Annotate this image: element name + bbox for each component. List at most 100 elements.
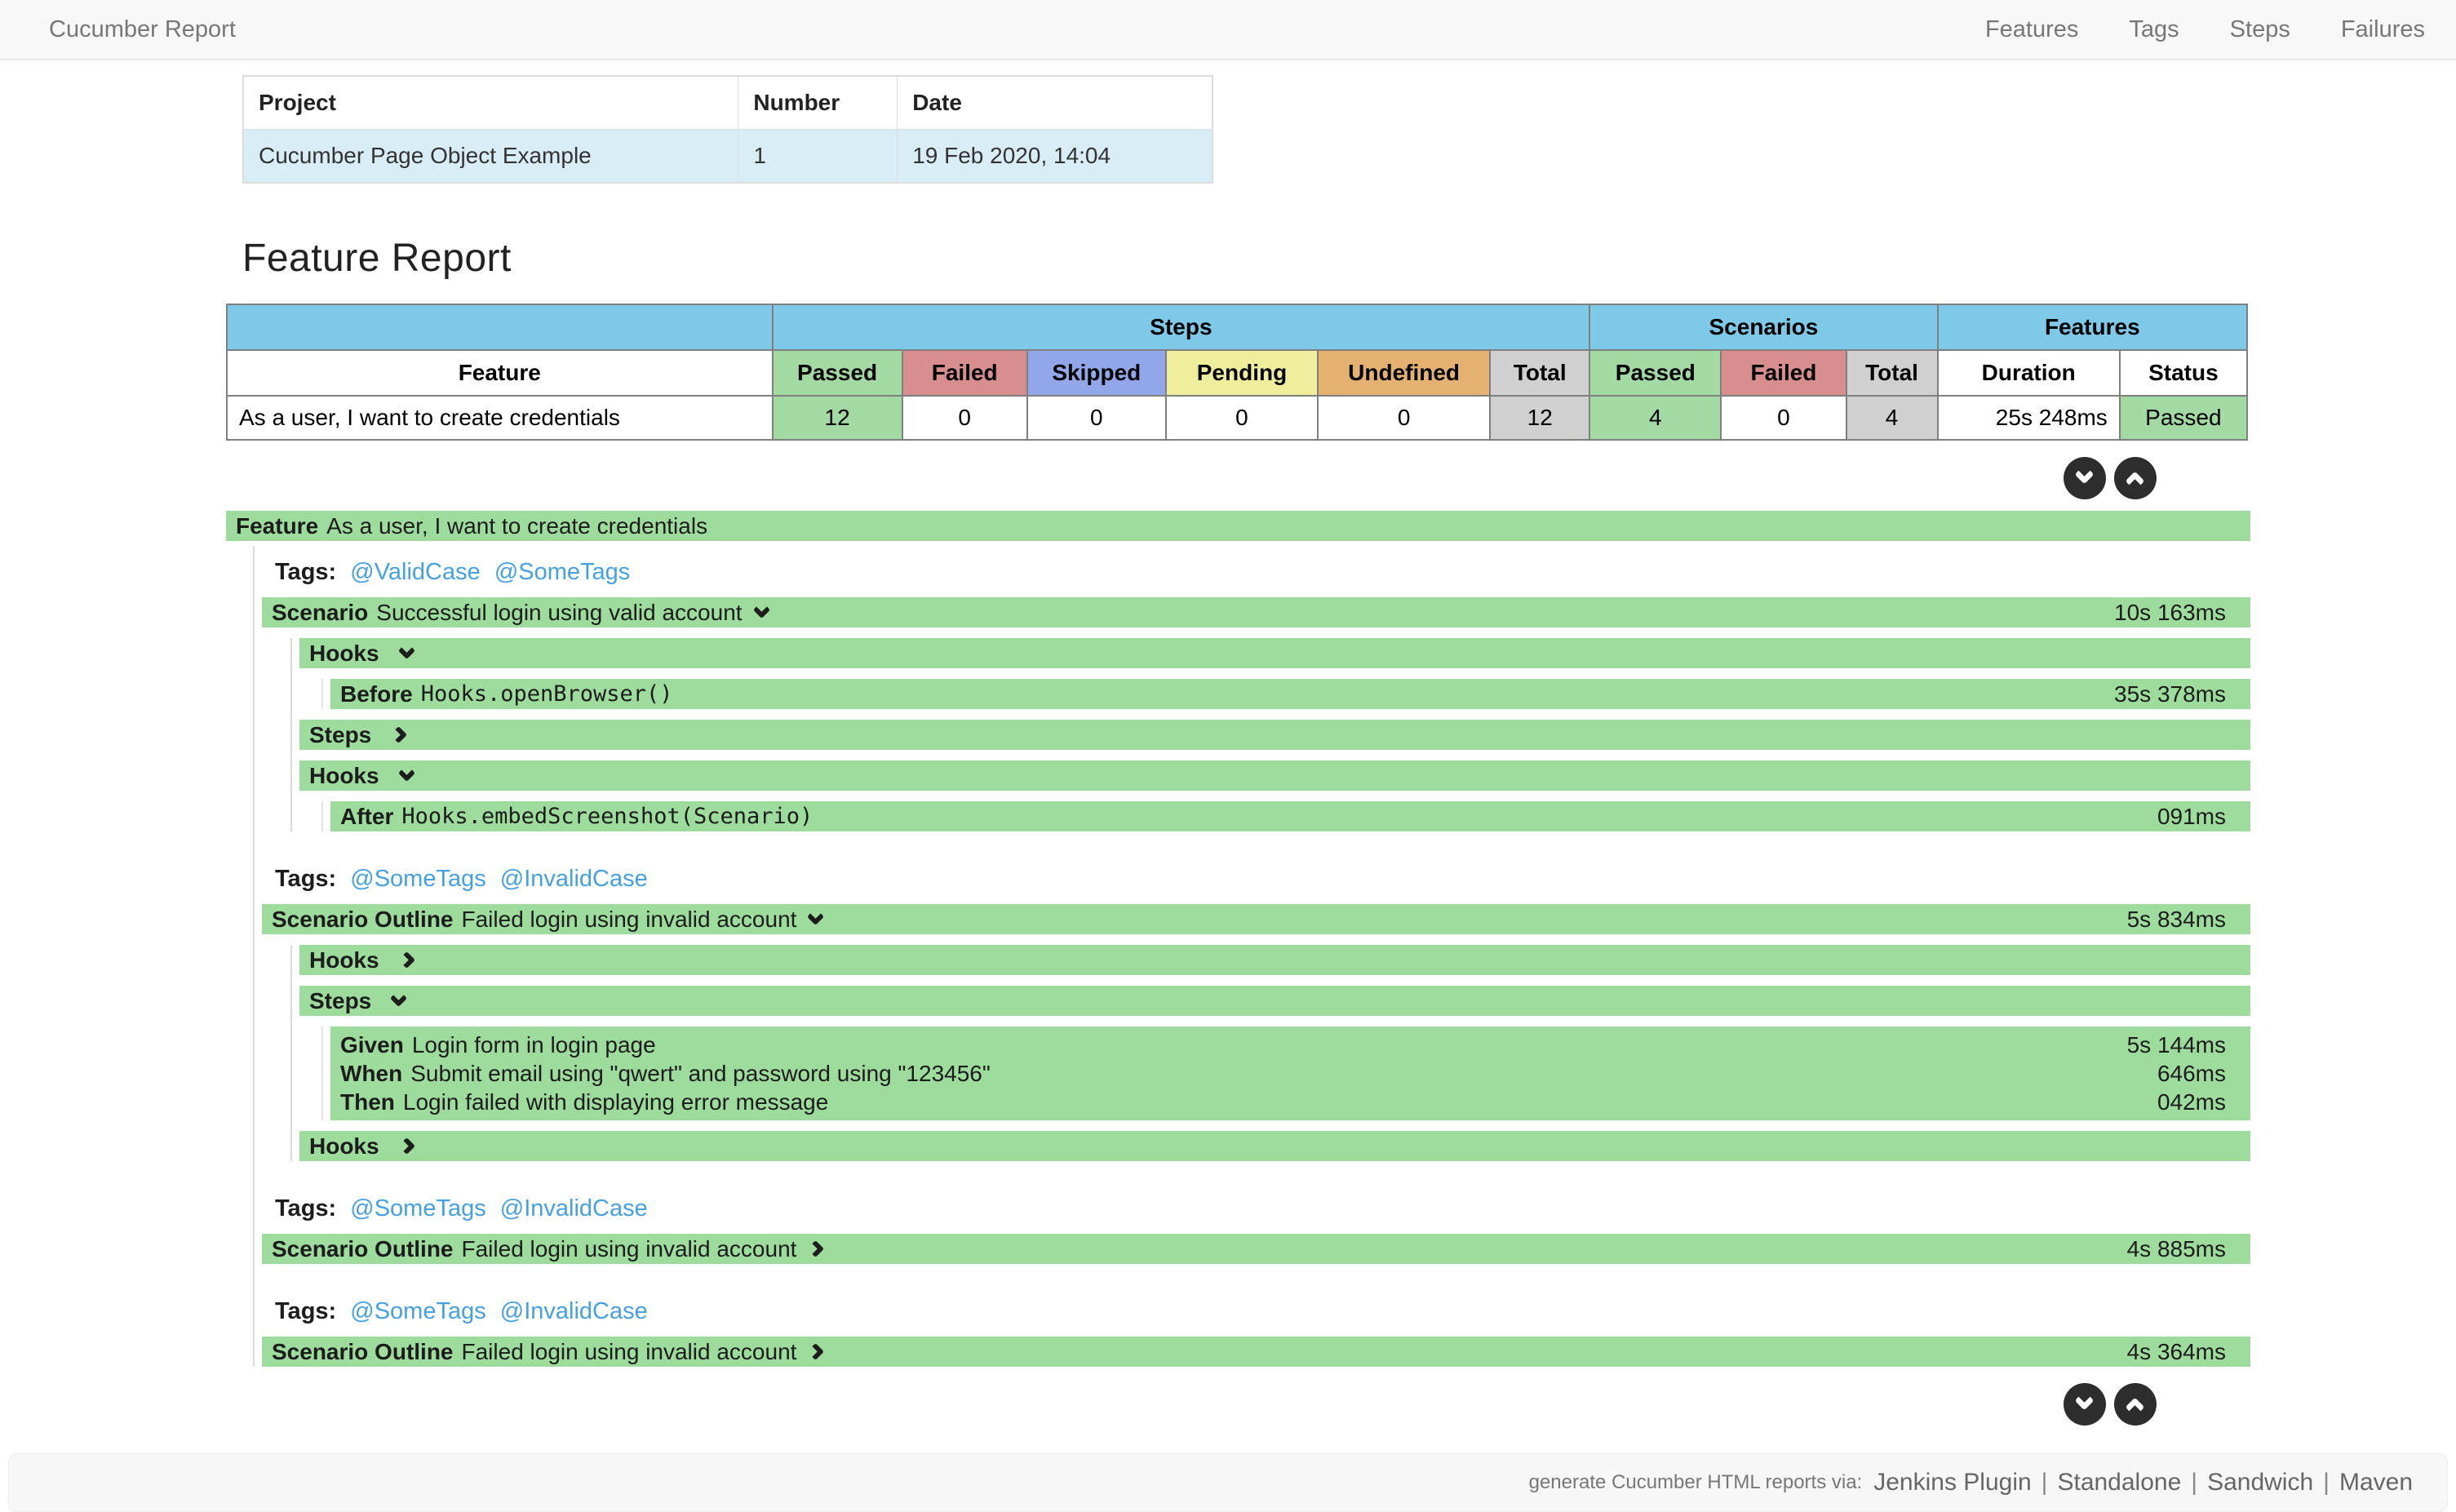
scenario-bar[interactable]: Scenario Outline Failed login using inva… [262, 1234, 2250, 1264]
summary-col-steps-pending: Pending [1164, 349, 1319, 397]
hook-keyword: After [340, 803, 394, 829]
tag-link[interactable]: @SomeTags [350, 1298, 486, 1324]
scenario-bar[interactable]: Scenario Successful login using valid ac… [262, 597, 2250, 627]
scenario-duration: 10s 163ms [2114, 599, 2226, 625]
summary-col-steps-failed: Failed [901, 349, 1028, 397]
summary-status-value: Passed [2118, 395, 2249, 441]
tags-label: Tags: [275, 1298, 337, 1324]
summary-scenarios-total-value: 4 [1845, 395, 1939, 441]
step-row: Given Login form in login page 5s 144ms [330, 1031, 2226, 1059]
hooks-bar[interactable]: Hooks [299, 638, 2250, 668]
tag-link[interactable]: @InvalidCase [499, 1298, 648, 1324]
tag-link[interactable]: @InvalidCase [499, 866, 648, 892]
chevron-down-icon [397, 641, 415, 660]
scenario-bar[interactable]: Scenario Outline Failed login using inva… [262, 904, 2250, 934]
circle-chevron-up-icon [2125, 471, 2145, 491]
summary-steps-skipped-value: 0 [1026, 395, 1167, 441]
step-text: Login failed with displaying error messa… [402, 1089, 829, 1115]
chevron-down-icon [390, 989, 408, 1008]
scenario-name: Failed login using invalid account [461, 906, 797, 932]
footer-link-jenkins[interactable]: Jenkins Plugin [1873, 1469, 2032, 1496]
step-row: When Submit email using "qwert" and pass… [330, 1059, 2226, 1088]
project-table-header-date: Date [897, 75, 1213, 130]
tags-row: Tags: @SomeTags @InvalidCase [262, 1285, 2250, 1337]
chevron-right-icon [390, 725, 408, 744]
step-keyword: Then [340, 1089, 395, 1115]
feature-bar[interactable]: Feature As a user, I want to create cred… [226, 511, 2250, 541]
tag-link[interactable]: @SomeTags [494, 559, 631, 585]
footer-link-maven[interactable]: Maven [2339, 1469, 2413, 1496]
feature-detail: Feature As a user, I want to create cred… [226, 511, 2250, 1367]
collapse-all-button[interactable] [2064, 457, 2106, 499]
scenario-name: Failed login using invalid account [461, 1338, 797, 1364]
hook-duration: 091ms [2157, 803, 2226, 829]
tags-label: Tags: [275, 1195, 337, 1222]
nav-item-failures[interactable]: Failures [2340, 16, 2425, 42]
scenario-name: Successful login using valid account [376, 599, 743, 625]
feature-name: As a user, I want to create credentials [326, 512, 708, 539]
scenario-duration: 4s 885ms [2126, 1235, 2226, 1261]
scenario-group: Tags: @ValidCase @SomeTags Scenario Succ… [262, 546, 2250, 831]
nav-item-steps[interactable]: Steps [2229, 16, 2290, 42]
footer-link-standalone[interactable]: Standalone [2057, 1469, 2182, 1496]
hooks-label: Hooks [309, 640, 379, 666]
scenario-children: Hooks Steps Given Login form in login pa… [290, 945, 2250, 1161]
scenario-bar[interactable]: Scenario Outline Failed login using inva… [262, 1337, 2250, 1367]
chevron-down-icon [807, 907, 825, 926]
summary-col-feature: Feature [226, 349, 774, 397]
summary-col-duration: Duration [1936, 349, 2121, 397]
nav-item-tags[interactable]: Tags [2129, 16, 2179, 42]
project-table-row: Cucumber Page Object Example 1 19 Feb 20… [242, 129, 1213, 184]
hooks-label: Hooks [309, 762, 379, 788]
summary-steps-passed-value: 12 [771, 395, 903, 441]
summary-steps-undefined-value: 0 [1317, 395, 1492, 441]
tag-link[interactable]: @SomeTags [350, 866, 486, 892]
hooks-bar[interactable]: Hooks [299, 1131, 2250, 1161]
project-name-cell: Cucumber Page Object Example [242, 129, 739, 184]
feature-children: Tags: @ValidCase @SomeTags Scenario Succ… [253, 546, 2250, 1367]
summary-col-scenarios-failed: Failed [1720, 349, 1847, 397]
scenario-keyword: Scenario Outline [272, 1235, 454, 1261]
step-duration: 646ms [2157, 1060, 2226, 1086]
chevron-down-icon [397, 764, 415, 783]
hooks-bar[interactable]: Hooks [299, 945, 2250, 975]
chevron-down-icon [752, 601, 770, 619]
summary-col-steps-total: Total [1489, 349, 1591, 397]
expand-all-button[interactable] [2114, 457, 2157, 499]
footer-separator: | [2323, 1469, 2330, 1496]
footer-separator: | [2191, 1469, 2198, 1496]
chevron-right-icon [397, 951, 415, 969]
project-table: Project Number Date Cucumber Page Object… [242, 75, 1213, 184]
summary-table: Steps Scenarios Features Feature Passed … [226, 304, 2249, 441]
hooks-bar[interactable]: Hooks [299, 760, 2250, 791]
steps-block: Given Login form in login page 5s 144ms … [330, 1026, 2250, 1120]
nav-brand[interactable]: Cucumber Report [49, 16, 236, 42]
tag-link[interactable]: @InvalidCase [499, 1195, 648, 1222]
steps-bar[interactable]: Steps [299, 986, 2250, 1016]
nav-item-features[interactable]: Features [1984, 16, 2079, 42]
tag-link[interactable]: @SomeTags [350, 1195, 486, 1222]
steps-bar[interactable]: Steps [299, 720, 2250, 750]
page-title: Feature Report [242, 237, 512, 280]
project-table-header-number: Number [738, 75, 898, 130]
circle-chevron-up-icon [2125, 1397, 2145, 1417]
summary-duration-value: 25s 248ms [1936, 395, 2121, 441]
scenario-keyword: Scenario [272, 599, 369, 625]
scenario-children: Hooks Before Hooks.openBrowser() 35s 378… [290, 638, 2250, 831]
summary-col-steps-passed: Passed [771, 349, 903, 397]
tags-label: Tags: [275, 559, 337, 585]
step-text: Login form in login page [411, 1031, 656, 1058]
scenario-group: Tags: @SomeTags @InvalidCase Scenario Ou… [262, 853, 2250, 1161]
collapse-all-button[interactable] [2064, 1383, 2106, 1426]
feature-keyword: Feature [236, 512, 319, 539]
footer-link-sandwich[interactable]: Sandwich [2207, 1469, 2314, 1496]
scenario-name: Failed login using invalid account [461, 1235, 797, 1261]
summary-scenarios-passed-value: 4 [1589, 395, 1722, 441]
tag-link[interactable]: @ValidCase [350, 559, 481, 585]
summary-col-status: Status [2118, 349, 2249, 397]
scenario-keyword: Scenario Outline [272, 1338, 454, 1364]
tags-label: Tags: [275, 866, 337, 892]
expand-all-button[interactable] [2114, 1383, 2157, 1426]
scenario-group: Tags: @SomeTags @InvalidCase Scenario Ou… [262, 1285, 2250, 1367]
summary-corner-cell [226, 304, 774, 351]
